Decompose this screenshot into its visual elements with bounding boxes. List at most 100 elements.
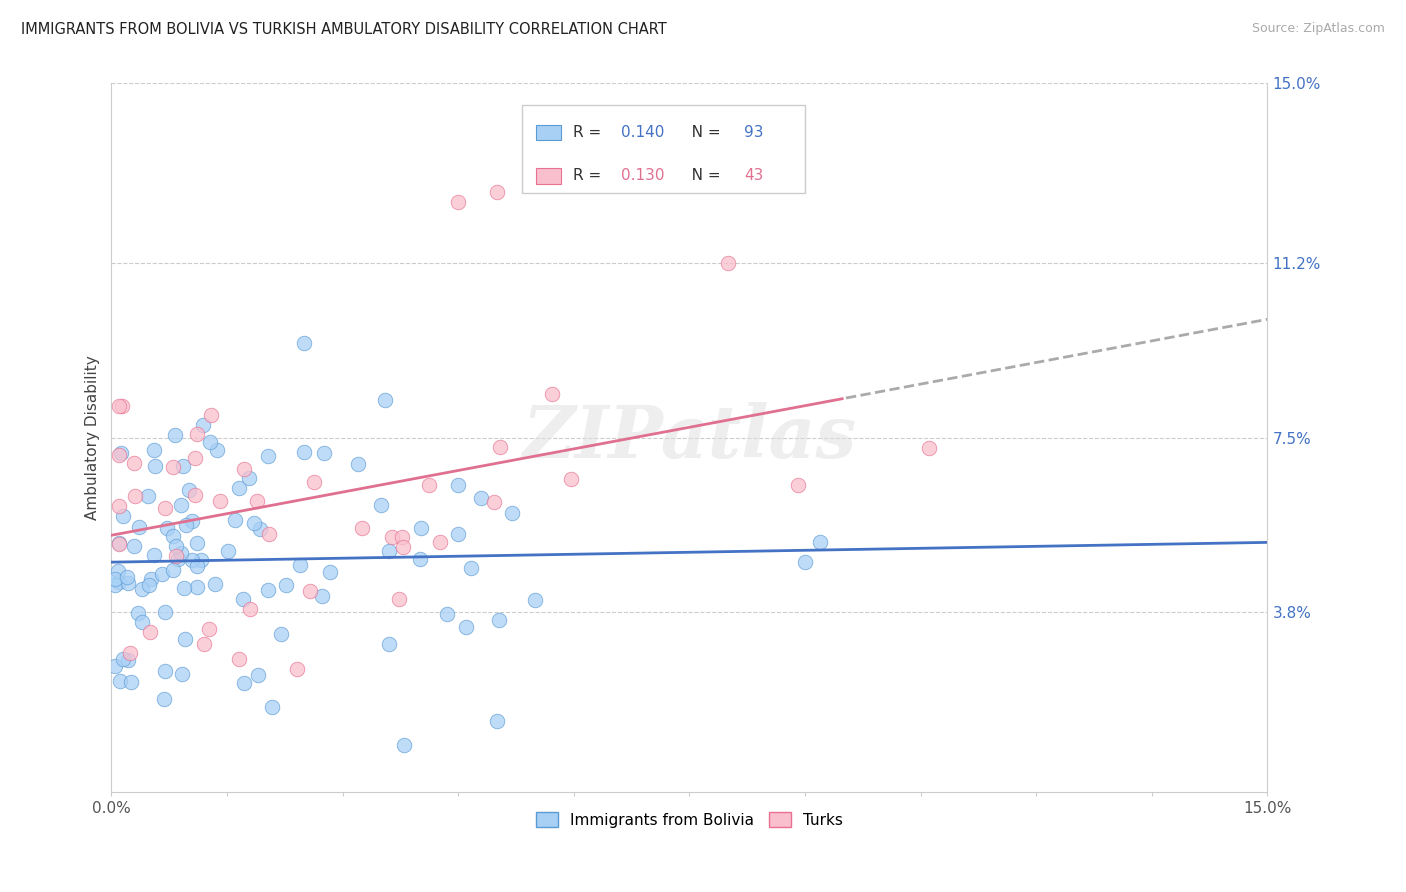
Point (436, 607, 458, 621)
Point (172, 458, 194, 473)
Point (217, 544, 239, 558)
Point (485, 185, 508, 199)
Point (108, 399, 131, 413)
Point (138, 578, 160, 592)
FancyBboxPatch shape (536, 125, 561, 140)
Point (347, 458, 370, 472)
Point (260, 699, 283, 714)
Point (104, 659, 127, 673)
Point (167, 552, 190, 566)
Point (299, 584, 322, 599)
Point (104, 572, 127, 586)
Point (232, 461, 254, 475)
Point (447, 478, 470, 492)
Text: N =: N = (676, 169, 725, 183)
Point (120, 646, 142, 660)
Point (314, 446, 336, 460)
Point (249, 522, 271, 536)
Text: Source: ZipAtlas.com: Source: ZipAtlas.com (1251, 22, 1385, 36)
Legend: Immigrants from Bolivia, Turks: Immigrants from Bolivia, Turks (530, 806, 849, 834)
Point (198, 435, 221, 450)
Point (311, 589, 333, 603)
Point (381, 530, 404, 544)
Point (276, 578, 298, 592)
Point (150, 567, 173, 582)
Point (107, 565, 129, 579)
Point (183, 488, 205, 502)
Point (485, 714, 508, 728)
Text: 0.140: 0.140 (621, 125, 665, 140)
Point (143, 549, 166, 563)
Point (374, 392, 396, 407)
Point (110, 446, 132, 460)
Point (318, 565, 340, 579)
Point (200, 408, 222, 422)
Y-axis label: Ambulatory Disability: Ambulatory Disability (86, 355, 100, 520)
Text: 93: 93 (744, 125, 763, 140)
Point (257, 449, 280, 463)
Point (173, 582, 195, 596)
Point (243, 516, 266, 531)
Point (153, 691, 176, 706)
Point (302, 475, 325, 490)
Point (810, 534, 832, 549)
Point (288, 558, 311, 572)
Point (115, 570, 138, 584)
Point (176, 518, 198, 533)
Point (186, 559, 208, 574)
Point (111, 508, 134, 523)
Point (172, 666, 194, 681)
Point (180, 553, 202, 567)
Point (104, 578, 127, 592)
Point (136, 489, 159, 503)
Point (143, 458, 166, 473)
Point (170, 499, 193, 513)
Text: 43: 43 (744, 169, 763, 183)
Point (180, 514, 202, 528)
Point (162, 563, 184, 577)
Point (207, 442, 229, 457)
Point (460, 560, 482, 574)
Point (193, 418, 215, 433)
Point (787, 478, 810, 492)
Point (162, 460, 184, 475)
Point (717, 256, 740, 270)
Text: IMMIGRANTS FROM BOLIVIA VS TURKISH AMBULATORY DISABILITY CORRELATION CHART: IMMIGRANTS FROM BOLIVIA VS TURKISH AMBUL… (21, 22, 666, 37)
Point (131, 582, 153, 596)
Point (224, 513, 246, 527)
Point (409, 552, 432, 566)
Point (153, 501, 176, 516)
Point (257, 526, 280, 541)
Point (524, 593, 547, 607)
Point (193, 636, 215, 650)
Point (208, 494, 231, 508)
Point (418, 478, 440, 492)
Point (391, 530, 413, 544)
Point (108, 537, 131, 551)
Point (186, 426, 208, 441)
Point (391, 541, 413, 555)
Text: 0.130: 0.130 (621, 169, 665, 183)
Point (560, 472, 582, 486)
Point (156, 521, 179, 535)
Point (163, 428, 186, 442)
Text: R =: R = (572, 169, 606, 183)
Point (370, 499, 392, 513)
Point (447, 194, 470, 209)
Point (128, 520, 150, 534)
Point (117, 576, 139, 591)
Point (131, 615, 153, 630)
Point (198, 622, 221, 636)
Point (409, 521, 432, 535)
Point (239, 601, 262, 615)
Point (155, 664, 177, 678)
Point (108, 575, 131, 590)
Point (794, 555, 817, 569)
Point (246, 494, 269, 508)
Point (108, 536, 131, 550)
Text: ZIPatlas: ZIPatlas (523, 402, 856, 473)
Text: R =: R = (572, 125, 606, 140)
Point (124, 539, 146, 553)
Point (228, 652, 250, 666)
Point (541, 386, 564, 401)
